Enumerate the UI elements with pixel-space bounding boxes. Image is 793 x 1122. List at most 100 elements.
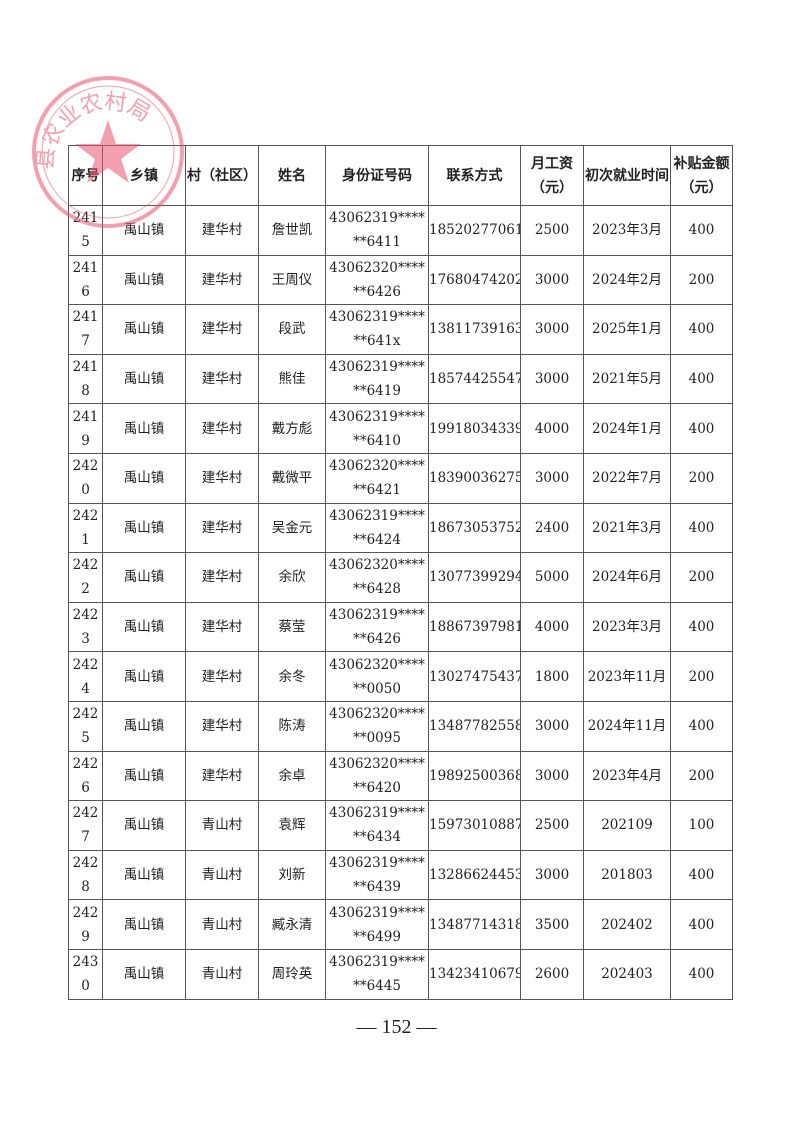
- table-cell: 400: [670, 849, 733, 901]
- table-cell: 2423: [68, 601, 103, 653]
- table-cell: 43062319******6499: [325, 899, 429, 950]
- table-cell: 禹山镇: [102, 601, 186, 653]
- table-cell: 段武: [258, 304, 326, 355]
- table-cell: 13811739163: [428, 304, 521, 355]
- column-header: 序号: [68, 145, 103, 206]
- table-cell: 13077399294: [428, 552, 521, 603]
- table-cell: 禹山镇: [102, 254, 186, 306]
- column-header: 联系方式: [428, 145, 521, 206]
- table-cell: 禹山镇: [102, 849, 186, 901]
- table-cell: 400: [670, 353, 733, 405]
- table-cell: 3000: [520, 700, 584, 752]
- table-row: 2416 禹山镇 建华村 王周仪 43062320******6426 176804742…: [68, 254, 733, 306]
- table-cell: 19918034339: [428, 403, 521, 454]
- table-cell: 18867397981: [428, 601, 521, 653]
- table-cell: 2420: [68, 452, 103, 504]
- table-cell: 2500: [520, 205, 584, 256]
- table-cell: 4000: [520, 403, 584, 454]
- table-cell: 刘新: [258, 849, 326, 901]
- table-cell: 禹山镇: [102, 403, 186, 454]
- table-cell: 2024年2月: [583, 254, 671, 306]
- table-cell: 2426: [68, 750, 103, 802]
- table-cell: 建华村: [185, 304, 259, 355]
- table-cell: 建华村: [185, 651, 259, 702]
- table-cell: 200: [670, 452, 733, 504]
- table-cell: 5000: [520, 552, 584, 603]
- table-cell: 建华村: [185, 403, 259, 454]
- table-cell: 3000: [520, 849, 584, 901]
- table-row: 2425 禹山镇 建华村 陈涛 43062320******0095 1348778255…: [68, 700, 733, 752]
- table-cell: 400: [670, 700, 733, 752]
- table-row: 2421 禹山镇 建华村 吴金元 43062319******6424 186730537…: [68, 502, 733, 554]
- table-row: 2420 禹山镇 建华村 戴微平 43062320******6421 183900362…: [68, 452, 733, 504]
- table-cell: 17680474202: [428, 254, 521, 306]
- table-cell: 200: [670, 750, 733, 802]
- table-cell: 43062319******6410: [325, 403, 429, 454]
- table-cell: 4000: [520, 601, 584, 653]
- table-cell: 2415: [68, 205, 103, 256]
- table-cell: 43062319******6434: [325, 800, 429, 851]
- table-cell: 13487714318: [428, 899, 521, 950]
- table-cell: 2500: [520, 800, 584, 851]
- table-cell: 2022年7月: [583, 452, 671, 504]
- table-cell: 19892500368: [428, 750, 521, 802]
- table-cell: 13487782558: [428, 700, 521, 752]
- table-cell: 18390036275: [428, 452, 521, 504]
- table-row: 2429 禹山镇 青山村 臧永清 43062319******6499 134877143…: [68, 899, 733, 950]
- table-cell: 禹山镇: [102, 800, 186, 851]
- table-cell: 13027475437: [428, 651, 521, 702]
- table-cell: 18673053752: [428, 502, 521, 554]
- table-cell: 余欣: [258, 552, 326, 603]
- table-cell: 3000: [520, 750, 584, 802]
- table-cell: 43062319******641x: [325, 304, 429, 355]
- table-cell: 3500: [520, 899, 584, 950]
- table-cell: 戴方彪: [258, 403, 326, 454]
- table-cell: 2023年3月: [583, 601, 671, 653]
- table-row: 2422 禹山镇 建华村 余欣 43062320******6428 1307739929…: [68, 552, 733, 603]
- table-cell: 余冬: [258, 651, 326, 702]
- table-cell: 400: [670, 304, 733, 355]
- table-cell: 200: [670, 651, 733, 702]
- table-cell: 禹山镇: [102, 304, 186, 355]
- table-cell: 2023年11月: [583, 651, 671, 702]
- table-cell: 建华村: [185, 601, 259, 653]
- table-cell: 詹世凯: [258, 205, 326, 256]
- table-cell: 2430: [68, 948, 103, 1000]
- table-cell: 2024年1月: [583, 403, 671, 454]
- table-cell: 禹山镇: [102, 750, 186, 802]
- table-cell: 2417: [68, 304, 103, 355]
- table-cell: 2416: [68, 254, 103, 306]
- table-cell: 青山村: [185, 899, 259, 950]
- table-cell: 王周仪: [258, 254, 326, 306]
- table-cell: 43062320******6420: [325, 750, 429, 802]
- table-cell: 建华村: [185, 700, 259, 752]
- table-cell: 吴金元: [258, 502, 326, 554]
- subsidy-table: 序号 乡镇 村（社区） 姓名 身份证号码 联系方式 月工资（元） 初次就业时间 补贴金额（元） …: [68, 145, 733, 1000]
- table-cell: 43062319******6424: [325, 502, 429, 554]
- table-cell: 13423410679: [428, 948, 521, 1000]
- table-cell: 禹山镇: [102, 502, 186, 554]
- table-cell: 3000: [520, 254, 584, 306]
- table-cell: 43062320******6426: [325, 254, 429, 306]
- table-cell: 戴微平: [258, 452, 326, 504]
- table-cell: 青山村: [185, 948, 259, 1000]
- column-header: 补贴金额（元）: [670, 145, 733, 206]
- table-cell: 18520277061: [428, 205, 521, 256]
- table-cell: 2419: [68, 403, 103, 454]
- column-header: 身份证号码: [325, 145, 429, 206]
- table-cell: 43062319******6445: [325, 948, 429, 1000]
- table-cell: 陈涛: [258, 700, 326, 752]
- table-cell: 禹山镇: [102, 948, 186, 1000]
- table-cell: 43062320******6428: [325, 552, 429, 603]
- table-cell: 青山村: [185, 849, 259, 901]
- table-cell: 43062319******6426: [325, 601, 429, 653]
- table-cell: 2424: [68, 651, 103, 702]
- table-cell: 200: [670, 552, 733, 603]
- table-cell: 2425: [68, 700, 103, 752]
- table-cell: 建华村: [185, 452, 259, 504]
- table-cell: 2427: [68, 800, 103, 851]
- table-cell: 禹山镇: [102, 700, 186, 752]
- table-cell: 臧永清: [258, 899, 326, 950]
- table-cell: 建华村: [185, 353, 259, 405]
- table-cell: 2422: [68, 552, 103, 603]
